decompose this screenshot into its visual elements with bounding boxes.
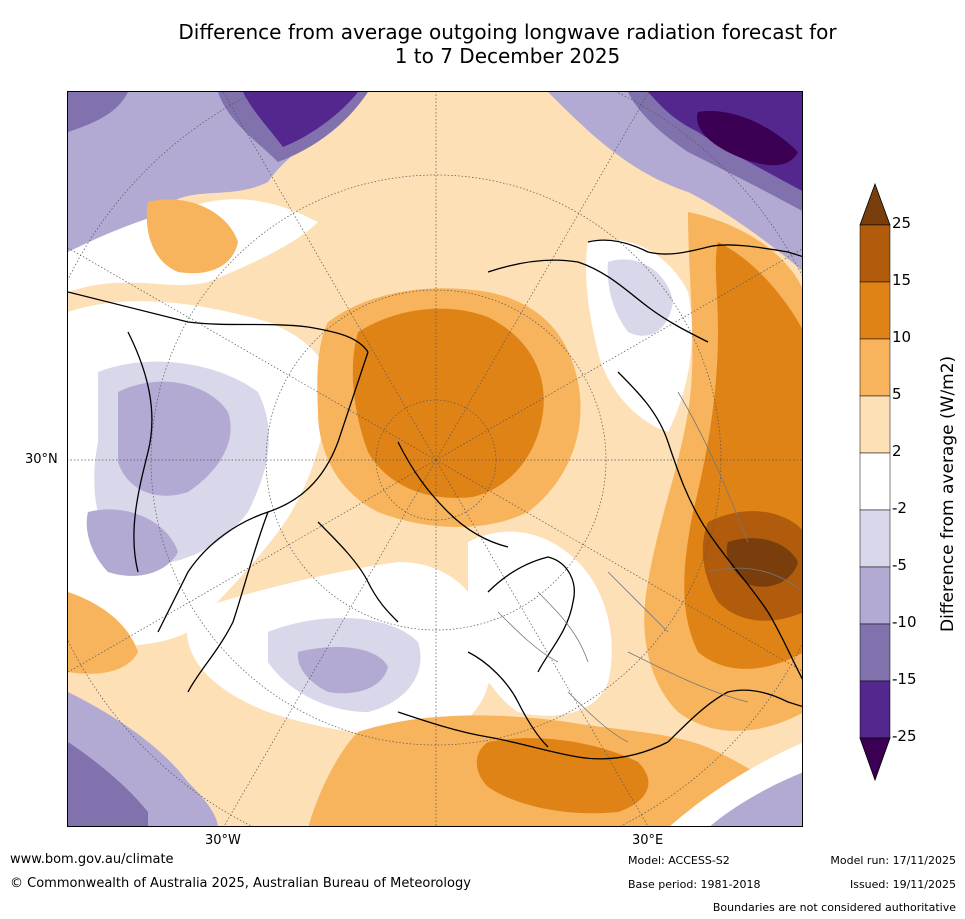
longitude-label-30e: 30°E <box>632 833 664 848</box>
colorbar-tick-10: 10 <box>892 328 912 346</box>
colorbar-tick-m5: -5 <box>892 556 907 574</box>
anomaly-area-purple-atlantic <box>297 647 388 694</box>
colorbar-tick-m15: -15 <box>892 670 917 688</box>
colorbar-band-10-15 <box>859 281 891 340</box>
colorbar-band-2-5 <box>859 395 891 454</box>
anomaly-area-deep-purple-n <box>243 92 358 147</box>
title-line-2: 1 to 7 December 2025 <box>394 44 621 68</box>
anomaly-area-purple-se <box>710 772 802 826</box>
colorbar-axis-label: Difference from average (W/m2) <box>938 355 958 632</box>
colorbar-band-m5-m2 <box>859 509 891 568</box>
anomaly-area-darkest-ne <box>697 111 798 166</box>
colorbar-band-m2-2 <box>859 452 891 511</box>
map-canvas <box>68 92 802 826</box>
colorbar-band-15-25 <box>859 224 891 283</box>
anomaly-area-purple-w <box>118 381 231 496</box>
colorbar-tick-m2: -2 <box>892 499 907 517</box>
colorbar-tick-2: 2 <box>892 442 902 460</box>
anomaly-area-purple-w-2 <box>86 509 178 576</box>
colorbar-extend-bottom <box>859 737 891 782</box>
colorbar <box>859 182 891 782</box>
colorbar-band-m15-m10 <box>859 623 891 682</box>
country-borders <box>497 391 802 743</box>
anomaly-area-dark-orange-med <box>476 738 649 814</box>
anomaly-area-orange-nw-patch <box>146 199 238 274</box>
colorbar-tick-m10: -10 <box>892 613 917 631</box>
colorbar-tick-25: 25 <box>892 214 912 232</box>
copyright-text: © Commonwealth of Australia 2025, Austra… <box>10 876 471 891</box>
anomaly-area-purple-sw-strong <box>68 742 148 826</box>
anomaly-area-lavender-siberia <box>607 259 673 336</box>
website-link[interactable]: www.bom.gov.au/climate <box>10 852 174 867</box>
colorbar-band-5-10 <box>859 338 891 397</box>
longitude-label-30w: 30°W <box>205 833 241 848</box>
model-text: Model: ACCESS-S2 <box>628 854 730 867</box>
colorbar-tick-m25: -25 <box>892 727 917 745</box>
issued-text: Issued: 19/11/2025 <box>849 878 956 891</box>
polar-map[interactable] <box>67 91 803 827</box>
anomaly-area-orange-w-patch <box>68 592 138 674</box>
map-title: Difference from average outgoing longwav… <box>0 20 965 68</box>
base-period-text: Base period: 1981-2018 <box>628 878 761 891</box>
anomaly-area-darkest-brown-asia <box>726 538 798 587</box>
anomaly-area-purple-nw-strong <box>68 92 128 132</box>
colorbar-band-m10-m5 <box>859 566 891 625</box>
colorbar-extend-top <box>859 182 891 226</box>
colorbar-band-m25-m15 <box>859 680 891 739</box>
colorbar-tick-5: 5 <box>892 385 902 403</box>
model-run-text: Model run: 17/11/2025 <box>830 854 956 867</box>
coastlines <box>68 239 802 760</box>
graticule <box>68 92 802 826</box>
latitude-label-30n: 30°N <box>25 452 58 467</box>
anomaly-area-dark-orange-arctic <box>352 308 544 498</box>
colorbar-tick-15: 15 <box>892 271 912 289</box>
disclaimer-text: Boundaries are not considered authoritat… <box>712 901 956 914</box>
title-line-1: Difference from average outgoing longwav… <box>178 20 837 44</box>
